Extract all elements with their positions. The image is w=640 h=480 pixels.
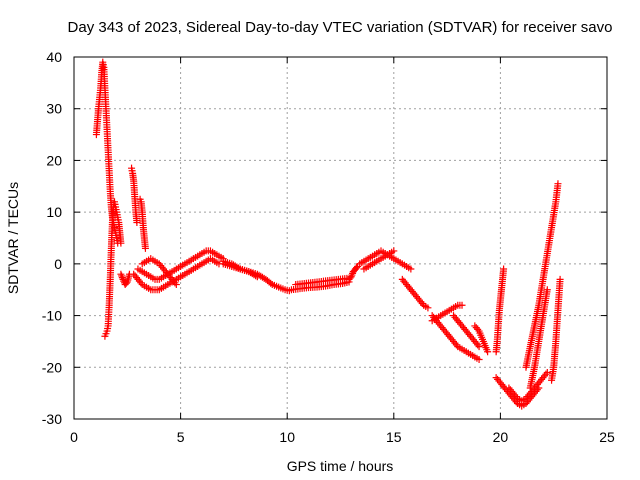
y-tick-label: -20 (42, 359, 62, 375)
data-point (133, 218, 141, 226)
data-point (542, 370, 550, 378)
data-point (474, 341, 482, 349)
data-point (252, 272, 260, 280)
x-tick-label: 15 (386, 429, 402, 445)
data-point (117, 239, 125, 247)
y-tick-label: 30 (46, 101, 62, 117)
chart-title: Day 343 of 2023, Sidereal Day-to-day VTE… (68, 19, 613, 36)
data-point (475, 356, 483, 364)
y-tick-label: -10 (42, 308, 62, 324)
y-tick-label: 20 (46, 152, 62, 168)
data-point (171, 279, 179, 287)
data-point (118, 272, 126, 280)
data-point (543, 368, 551, 376)
grid-layer (74, 57, 607, 419)
data-point (347, 273, 355, 281)
data-point (267, 279, 275, 287)
data-point (484, 348, 492, 356)
data-point (352, 264, 360, 272)
x-tick-label: 25 (599, 429, 615, 445)
data-point (474, 325, 482, 333)
x-axis-title: GPS time / hours (287, 458, 394, 474)
data-point (137, 279, 145, 287)
data-point (458, 301, 466, 309)
data-point (407, 265, 415, 273)
data-point (500, 265, 508, 273)
data-layer (92, 58, 564, 410)
y-tick-label: 0 (54, 256, 62, 272)
data-point (118, 274, 126, 282)
data-point (348, 271, 356, 279)
x-tick-label: 20 (493, 429, 509, 445)
data-point (141, 244, 149, 252)
plot-frame (73, 56, 608, 420)
x-tick-label: 0 (70, 429, 78, 445)
data-point (475, 343, 483, 351)
data-point (543, 286, 551, 294)
y-tick-label: 10 (46, 204, 62, 220)
y-tick-label: -30 (42, 411, 62, 427)
data-point (117, 270, 125, 278)
x-tick-label: 5 (177, 429, 185, 445)
data-point (554, 180, 562, 188)
data-point (452, 341, 460, 349)
data-point (556, 275, 564, 283)
y-tick-label: 40 (46, 49, 62, 65)
data-point (390, 247, 398, 255)
data-point (512, 393, 520, 401)
data-point (253, 273, 261, 281)
data-point (122, 279, 130, 287)
x-tick-label: 10 (279, 429, 295, 445)
y-axis-title: SDTVAR / TECUs (5, 182, 21, 294)
data-point (424, 304, 432, 312)
data-point (418, 300, 426, 308)
data-point (172, 281, 180, 289)
data-point (119, 275, 127, 283)
